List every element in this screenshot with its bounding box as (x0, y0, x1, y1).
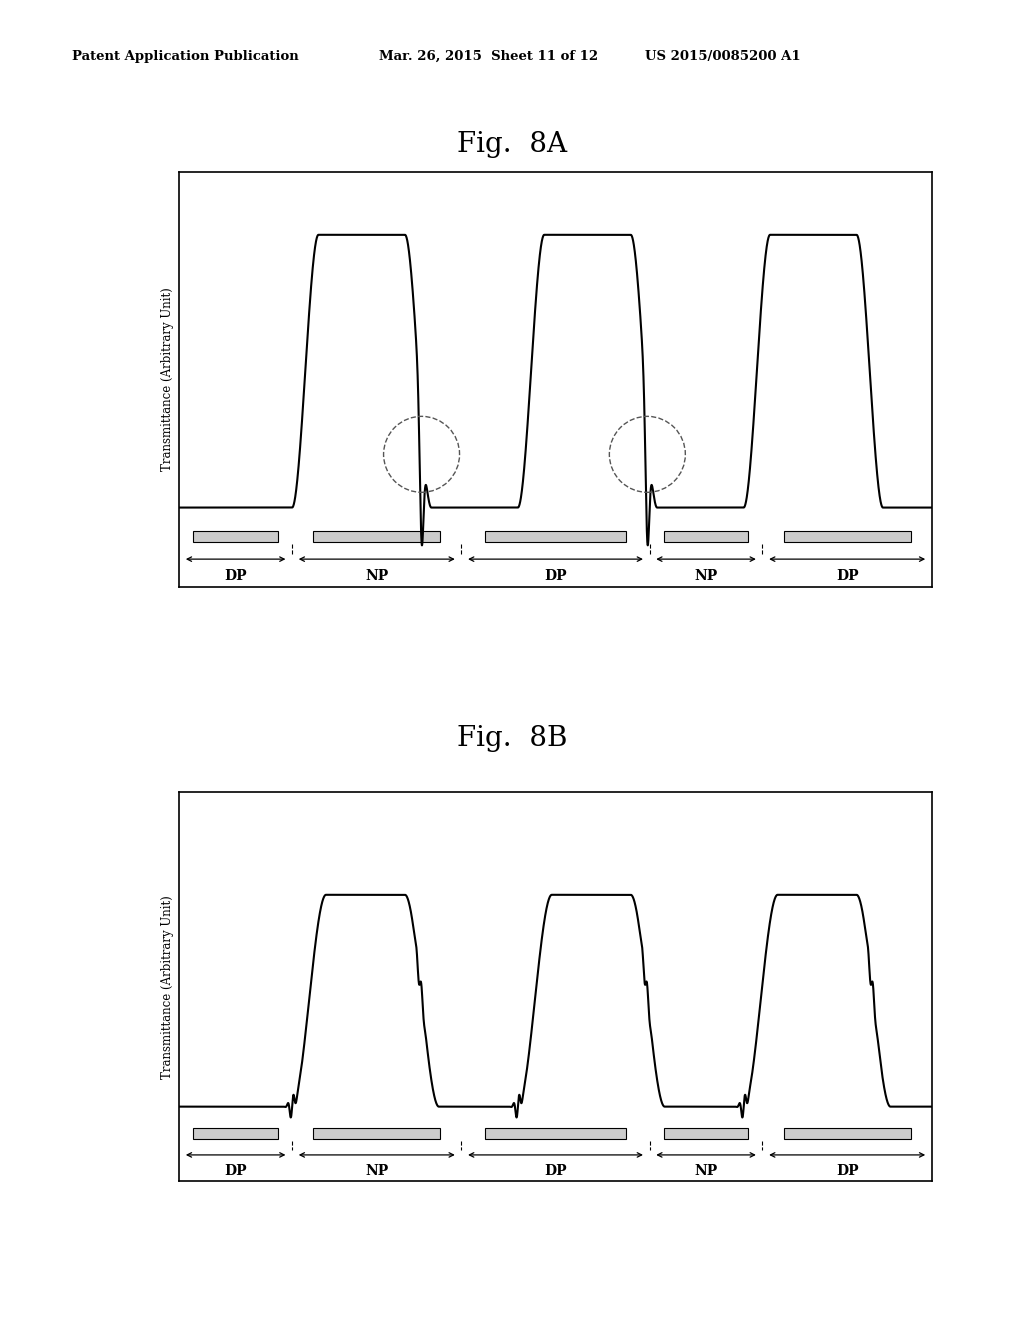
Bar (194, 531, 278, 543)
Text: NP: NP (694, 1164, 718, 1179)
Text: DP: DP (836, 569, 858, 583)
Text: Patent Application Publication: Patent Application Publication (72, 50, 298, 63)
Y-axis label: Transmittance (Arbitrary Unit): Transmittance (Arbitrary Unit) (161, 895, 174, 1078)
Bar (664, 531, 749, 543)
Text: Fig.  8A: Fig. 8A (457, 131, 567, 158)
Bar (783, 1129, 910, 1139)
Text: Mar. 26, 2015  Sheet 11 of 12: Mar. 26, 2015 Sheet 11 of 12 (379, 50, 598, 63)
Text: DP: DP (544, 569, 567, 583)
Text: US 2015/0085200 A1: US 2015/0085200 A1 (645, 50, 801, 63)
Bar (313, 531, 440, 543)
Bar (194, 1129, 278, 1139)
Text: NP: NP (366, 569, 388, 583)
Bar (664, 1129, 749, 1139)
Bar (313, 1129, 440, 1139)
Bar (485, 1129, 626, 1139)
Bar (485, 531, 626, 543)
Text: DP: DP (836, 1164, 858, 1179)
Text: NP: NP (366, 1164, 388, 1179)
Text: Fig.  8B: Fig. 8B (457, 725, 567, 752)
Text: NP: NP (694, 569, 718, 583)
Text: DP: DP (224, 1164, 247, 1179)
Text: DP: DP (224, 569, 247, 583)
Y-axis label: Transmittance (Arbitrary Unit): Transmittance (Arbitrary Unit) (161, 288, 174, 471)
Text: DP: DP (544, 1164, 567, 1179)
Bar (783, 531, 910, 543)
